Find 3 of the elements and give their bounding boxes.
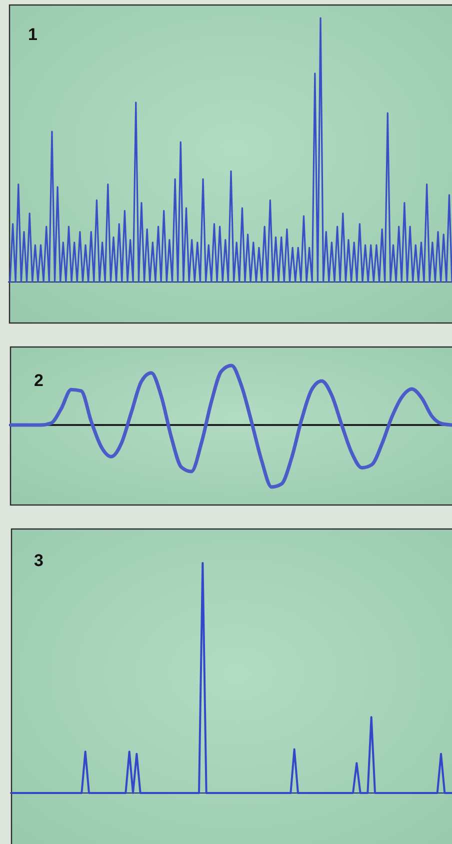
chart-title: 1 [28,25,38,44]
chart-title: 3 [34,551,44,570]
chart-title: 2 [34,371,44,390]
